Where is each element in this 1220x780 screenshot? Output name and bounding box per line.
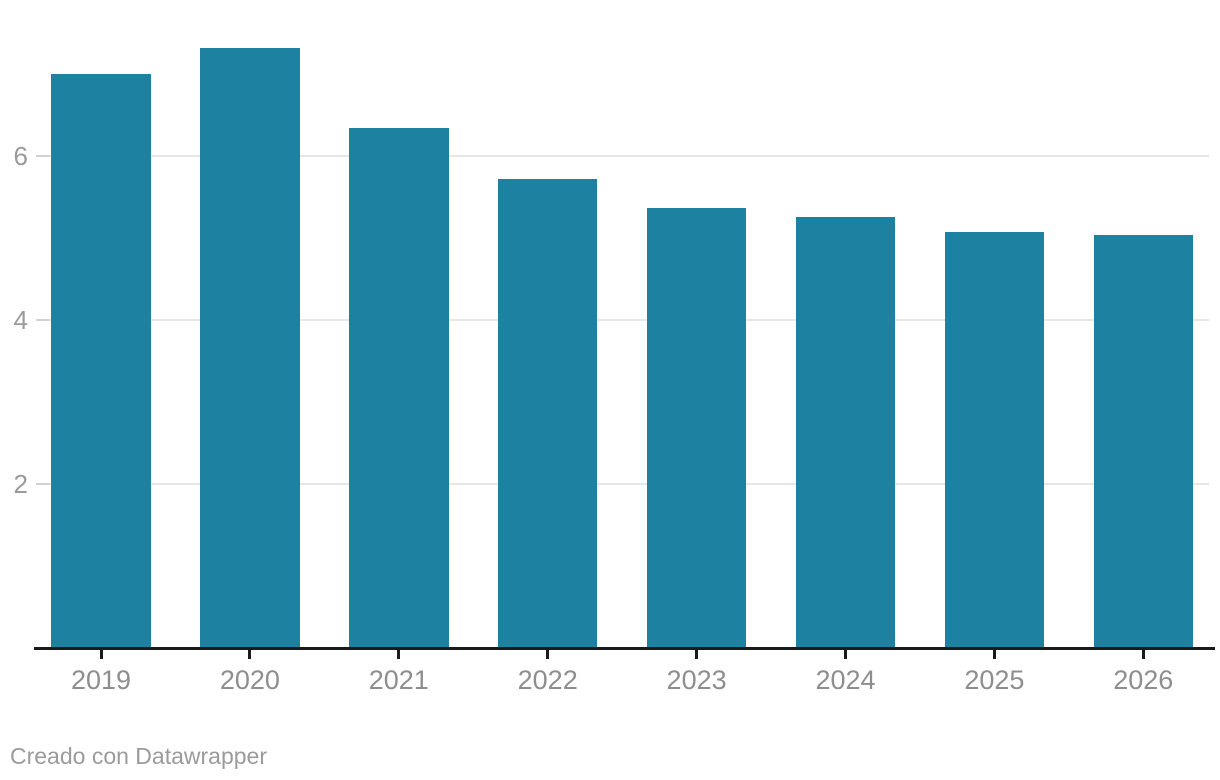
x-axis-tick-2019 bbox=[99, 649, 103, 659]
bar-2022 bbox=[497, 179, 598, 648]
y-axis-tick-2 bbox=[36, 482, 50, 485]
x-axis-tick-2021 bbox=[397, 649, 401, 659]
bar-2021 bbox=[349, 127, 449, 648]
bar-2019 bbox=[51, 73, 151, 648]
x-axis-tick-2022 bbox=[546, 649, 550, 659]
attribution-text: Creado con Datawrapper bbox=[10, 743, 267, 769]
gridline-4 bbox=[36, 318, 1209, 321]
x-axis-label-2023: 2023 bbox=[666, 665, 727, 695]
bar-2026 bbox=[1093, 234, 1194, 648]
y-axis-tick-4 bbox=[36, 318, 50, 321]
bar-2025 bbox=[944, 231, 1045, 648]
gridline-6 bbox=[36, 155, 1209, 158]
bar-2024 bbox=[795, 216, 896, 648]
y-axis-tick-label-4: 4 bbox=[13, 304, 28, 335]
y-axis-tick-label-2: 2 bbox=[13, 468, 28, 499]
x-axis-label-2021: 2021 bbox=[368, 665, 429, 695]
x-axis-label-2026: 2026 bbox=[1113, 665, 1174, 695]
y-axis-tick-6 bbox=[36, 155, 50, 158]
gridline-2 bbox=[36, 482, 1209, 485]
x-axis-tick-2020 bbox=[248, 649, 252, 659]
x-axis-tick-2025 bbox=[992, 649, 996, 659]
x-axis-tick-2024 bbox=[844, 649, 847, 659]
bar-2020 bbox=[200, 48, 300, 648]
x-axis-label-2022: 2022 bbox=[517, 665, 578, 695]
x-axis-label-2020: 2020 bbox=[219, 665, 280, 695]
x-axis-label-2025: 2025 bbox=[964, 665, 1025, 695]
x-axis-tick-2023 bbox=[695, 649, 699, 659]
bar-2023 bbox=[646, 207, 747, 648]
x-axis-line bbox=[34, 646, 1215, 650]
x-axis-label-2024: 2024 bbox=[815, 665, 876, 695]
y-axis-tick-label-6: 6 bbox=[13, 141, 28, 172]
x-axis-label-2019: 2019 bbox=[70, 665, 132, 695]
x-axis-tick-2026 bbox=[1141, 649, 1145, 659]
